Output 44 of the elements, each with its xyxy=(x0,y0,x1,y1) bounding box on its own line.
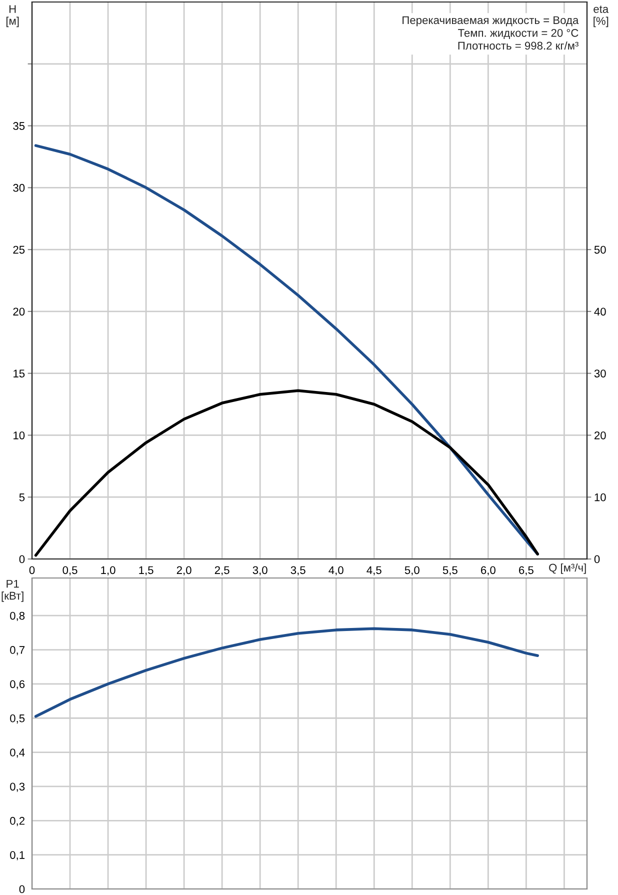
y-tick-label: 0,4 xyxy=(10,748,25,758)
x-tick-label: 1,0 xyxy=(101,566,116,576)
y2-tick-label: 10 xyxy=(594,493,606,502)
line-series xyxy=(34,389,539,557)
y-tick-label: 20 xyxy=(13,308,25,316)
y-tick-label: 0 xyxy=(19,555,25,564)
y-tick-label: 0 xyxy=(19,885,25,894)
x-tick-label: 1,5 xyxy=(139,566,154,576)
x-tick-label: 6,5 xyxy=(519,566,534,576)
x-tick-label: 2,0 xyxy=(176,566,192,576)
x-tick-label: 4,5 xyxy=(366,566,382,576)
x-tick-label: 3,5 xyxy=(290,566,306,576)
y-tick-label: 10 xyxy=(14,431,25,440)
x-tick-label: 4,0 xyxy=(328,566,344,576)
y-tick-label: 15 xyxy=(14,370,25,378)
y-tick-label: 35 xyxy=(13,122,25,130)
x-tick-label: 5,0 xyxy=(404,566,420,576)
line-series xyxy=(34,627,539,718)
x-tick-label: 6,0 xyxy=(481,566,496,576)
y-tick-label: 0,3 xyxy=(10,782,25,792)
y2-tick-label: 0 xyxy=(594,555,600,564)
x-tick-label: 0,5 xyxy=(62,566,78,576)
y2-tick-label: 50 xyxy=(594,246,606,254)
x-axis-title: Q [м³/ч] xyxy=(549,563,586,574)
x-tick-label: 0 xyxy=(29,566,35,574)
x-tick-label: 5,5 xyxy=(442,566,458,576)
y-axis-title: H [м] xyxy=(6,5,19,28)
annotation: Перекачиваемая жидкость = Вода Темп. жидкости = 20 °C Плотность = 998.2 кг/м³ xyxy=(402,16,579,50)
y-tick-label: 0,6 xyxy=(10,680,25,690)
y-tick-label: 0,7 xyxy=(10,646,24,656)
y-tick-label: 25 xyxy=(13,246,25,254)
y2-axis-title: eta [%] xyxy=(594,6,609,28)
y-tick-label: 5 xyxy=(19,493,25,502)
y-tick-label: 30 xyxy=(13,184,25,192)
y-axis-title: P1 [кВт] xyxy=(2,580,24,602)
y2-tick-label: 40 xyxy=(594,308,606,316)
x-tick-label: 2,5 xyxy=(214,566,230,576)
y2-tick-label: 20 xyxy=(594,431,606,440)
y-tick-label: 0,1 xyxy=(10,851,25,860)
y-tick-label: 0,2 xyxy=(10,816,24,826)
x-tick-label: 3,0 xyxy=(252,566,268,576)
y-tick-label: 0,5 xyxy=(10,714,25,724)
y-tick-label: 0,8 xyxy=(10,612,25,622)
y2-tick-label: 30 xyxy=(594,370,606,378)
